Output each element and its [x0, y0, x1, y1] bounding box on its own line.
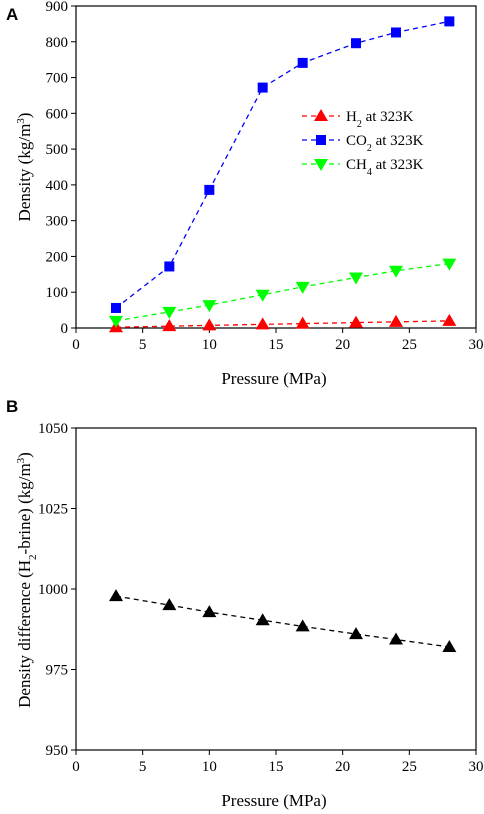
panel-b-x-tick-label: 25: [402, 759, 417, 775]
panel-a-series-0-point: [202, 318, 217, 331]
panel-b-chart: B 0 5 10 15 20 25 30 950 975 1000 1025 1050 Pressur…: [6, 397, 484, 810]
panel-a-y-tick-label: 200: [46, 249, 69, 265]
panel-b-x-tick-label: 20: [335, 759, 350, 775]
panel-a-series-0-point: [162, 319, 177, 332]
panel-b-series-0-point: [442, 639, 457, 652]
panel-a-series-2-point: [255, 289, 270, 302]
panel-b-x-tick-label: 5: [139, 759, 147, 775]
panel-b-x-tick-label: 30: [469, 759, 484, 775]
panel-a-series-0-point: [255, 317, 270, 330]
panel-b-series-0-point: [255, 613, 270, 626]
panel-a-series-0-line: [115, 320, 450, 328]
panel-a-series-0-point: [349, 315, 363, 328]
panel-a-series-1-point: [257, 82, 268, 93]
legend-entry-2: CH4 at 323K: [302, 157, 424, 178]
panel-a-series-2-point: [349, 272, 363, 285]
panel-a-series-1-line: [115, 20, 450, 309]
panel-b-plot-frame: [75, 427, 477, 751]
panel-b-y-tick-label: 975: [46, 663, 69, 679]
panel-a-y-tick-label: 600: [46, 106, 69, 122]
panel-a-y-tick-label: 400: [46, 178, 69, 194]
panel-b-series: [109, 589, 457, 652]
panel-a-x-axis-label: Pressure (MPa): [221, 369, 326, 388]
panel-a-y-tick-label: 300: [46, 214, 69, 230]
panel-a-series-0-point: [389, 314, 403, 327]
panel-a-series-0-point: [295, 316, 310, 329]
panel-b-series-0: [109, 589, 457, 652]
panel-a-series-2: [109, 258, 457, 328]
panel-a-series-2-point: [442, 258, 457, 271]
panel-b-y-axis-label: Density difference (H2-brine) (kg/m3): [15, 452, 39, 708]
panel-a-y-tick-label: 500: [46, 142, 69, 158]
panel-a-x-tick-label: 15: [269, 337, 284, 353]
panel-a-x-tick-label: 25: [402, 337, 417, 353]
panel-a-x-tick-label: 20: [335, 337, 350, 353]
panel-a-series-2-point: [389, 265, 403, 278]
panel-a-x-tick-label: 0: [72, 337, 80, 353]
legend-label-0: H2 at 323K: [346, 109, 414, 130]
panel-b-series-0-point: [202, 605, 217, 618]
panel-b-y-tick-label: 1000: [38, 582, 68, 598]
panel-b-series-0-point: [162, 598, 177, 611]
panel-a-series-1-point: [111, 302, 121, 313]
panel-a-y-tick-label: 800: [46, 35, 69, 51]
panel-a-y-tick-label: 900: [46, 0, 69, 15]
panel-a-x-tick-label: 10: [202, 337, 217, 353]
panel-a-x-tick-label: 5: [139, 337, 147, 353]
panel-b-x-tick-label: 0: [72, 759, 80, 775]
panel-b-x-tick-label: 15: [269, 759, 284, 775]
panel-a-series-2-point: [295, 281, 310, 294]
panel-b-y-tick-label: 1050: [38, 421, 68, 437]
panel-a-series-1-point: [444, 16, 455, 27]
legend-entry-1: CO2 at 323K: [302, 133, 424, 154]
panel-a-series-1-point: [164, 261, 175, 272]
panel-a-series-2-point: [162, 306, 177, 319]
panel-a-chart: A 0 5 10 15 20 25 3001002003004005006007008009…: [6, 0, 484, 388]
panel-b-series-0-point: [295, 619, 310, 632]
panel-a-series-0: [109, 313, 457, 333]
panel-b-axes: 0 5 10 15 20 25 30 950 975 1000 1025 1050: [38, 421, 484, 775]
legend-label-1: CO2 at 323K: [346, 133, 424, 154]
panel-a-series-0-point: [442, 313, 457, 326]
panel-a-legend: H2 at 323K CO2 at 323K CH4 at 323K: [302, 109, 424, 178]
panel-b-series-0-point: [109, 589, 123, 602]
panel-a-series: [109, 16, 457, 333]
panel-a-y-tick-label: 700: [46, 71, 69, 87]
panel-a-x-tick-label: 30: [469, 337, 484, 353]
panel-a-series-1: [111, 16, 455, 313]
panel-b-series-0-point: [349, 627, 363, 640]
panel-b-y-tick-label: 950: [46, 743, 69, 759]
legend-entry-0: H2 at 323K: [302, 109, 414, 130]
panel-a-series-2-point: [109, 315, 123, 328]
panel-b-x-tick-label: 10: [202, 759, 217, 775]
panel-a-y-tick-label: 100: [46, 285, 69, 301]
panel-b-series-0-point: [389, 632, 403, 645]
legend-marker-1: [316, 135, 326, 145]
panel-b-x-axis-label: Pressure (MPa): [221, 791, 326, 810]
panel-a-series-1-point: [391, 27, 401, 38]
legend-marker-0: [314, 109, 328, 121]
legend-marker-2: [314, 159, 328, 171]
panel-a-series-1-point: [297, 57, 308, 68]
legend-label-2: CH4 at 323K: [346, 157, 424, 178]
panel-a-series-1-point: [204, 184, 215, 195]
panel-a-y-tick-label: 0: [61, 321, 69, 337]
panel-a-series-1-point: [351, 38, 361, 49]
panel-b-letter: B: [6, 397, 18, 416]
panel-a-y-axis-label: Density (kg/m3): [15, 113, 34, 222]
panel-b-y-tick-label: 1025: [38, 502, 68, 518]
panel-a-letter: A: [6, 5, 18, 24]
panel-a-series-2-point: [202, 300, 217, 313]
